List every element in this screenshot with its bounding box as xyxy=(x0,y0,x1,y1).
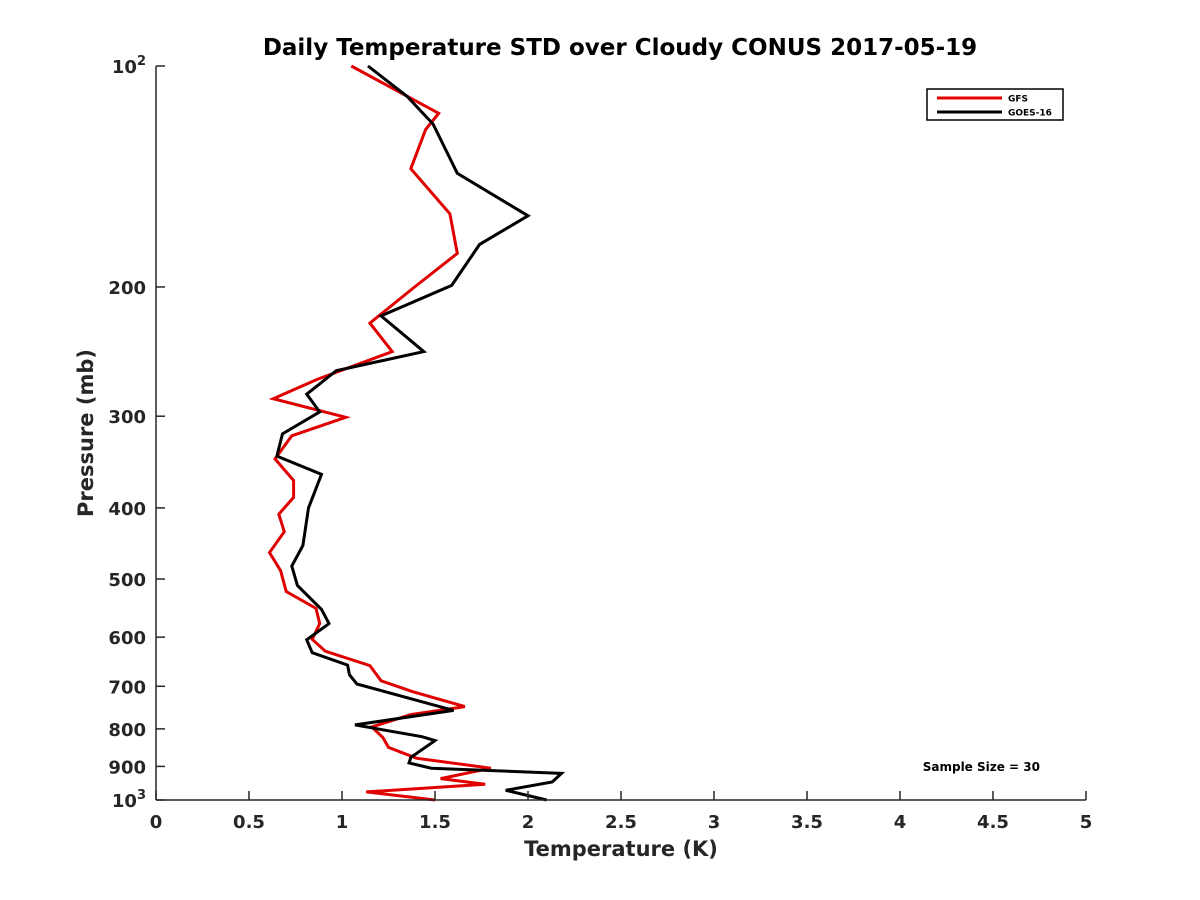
y-tick-label: 500 xyxy=(108,570,146,591)
x-tick-label: 4.5 xyxy=(977,812,1009,833)
y-tick-label: 102 xyxy=(112,54,146,78)
series-line-goes-16 xyxy=(275,64,566,802)
x-tick-label: 2 xyxy=(522,812,535,833)
x-axis-label: Temperature (K) xyxy=(524,837,718,861)
y-tick-label-base: 10 xyxy=(112,57,137,78)
legend-label-gfs: GFS xyxy=(1008,95,1028,105)
y-axis-label: Pressure (mb) xyxy=(74,349,98,517)
x-tick-label: 5 xyxy=(1080,812,1093,833)
x-tick-label: 4 xyxy=(894,812,907,833)
legend-box xyxy=(926,88,1064,121)
y-tick-label: 103 xyxy=(112,788,146,812)
y-tick-label: 600 xyxy=(108,628,146,649)
axes-layer: 0 0.5 1 1.5 2 2.5 3 3.5 4 4.5 51022003004005006007… xyxy=(108,54,1092,833)
x-tick-label: 2.5 xyxy=(605,812,637,833)
y-tick-label: 700 xyxy=(108,677,146,698)
series-line-gfs xyxy=(267,64,492,802)
y-tick-label-exponent: 3 xyxy=(137,788,146,803)
x-tick-label: 3.5 xyxy=(791,812,823,833)
chart-title: Daily Temperature STD over Cloudy CONUS … xyxy=(263,35,977,61)
y-tick-label: 400 xyxy=(108,499,146,520)
x-tick-label: 3 xyxy=(708,812,721,833)
y-tick-label-base: 10 xyxy=(112,791,137,812)
y-tick-label: 900 xyxy=(108,757,146,778)
x-tick-label: 1 xyxy=(336,812,349,833)
y-tick-label-exponent: 2 xyxy=(137,54,146,69)
x-tick-label: 1.5 xyxy=(419,812,451,833)
legend: GFS GOES-16 xyxy=(926,88,1064,121)
legend-label-goes-16: GOES-16 xyxy=(1008,109,1052,119)
y-tick-label: 800 xyxy=(108,720,146,741)
sample-size-annotation: Sample Size = 30 xyxy=(923,760,1040,774)
series-layer xyxy=(267,64,566,802)
x-tick-label: 0 xyxy=(150,812,163,833)
y-tick-label: 300 xyxy=(108,407,146,428)
y-tick-label: 200 xyxy=(108,278,146,299)
x-tick-label: 0.5 xyxy=(233,812,265,833)
